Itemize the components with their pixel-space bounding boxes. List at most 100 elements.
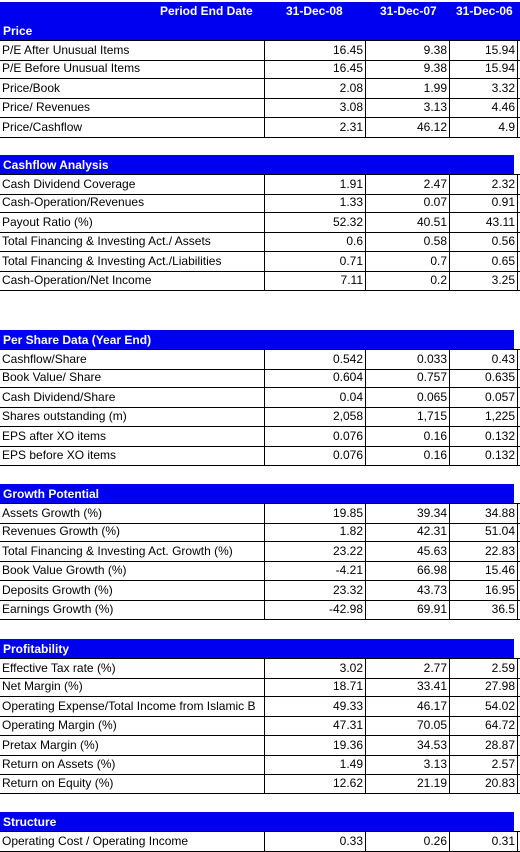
section-title-text: Price [3, 24, 33, 38]
value-cell-2006: 0.057 [450, 387, 518, 407]
section-title-text: Cashflow Analysis [3, 158, 109, 172]
table-row: P/E Before Unusual Items 16.45 9.38 15.94 [0, 59, 520, 80]
header-edge [514, 155, 520, 174]
row-label: Price/ Revenues [0, 98, 265, 118]
value-cell-2007: 1.99 [366, 78, 450, 98]
table-row: Revenues Growth (%) 1.82 42.31 51.04 [0, 522, 520, 543]
value-cell-2007: 0.07 [366, 193, 450, 213]
value-cell-2007: 0.2 [366, 271, 450, 290]
header-edge [514, 484, 520, 503]
value-cell-2006: 0.132 [450, 426, 518, 446]
value-cell-2007: 3.13 [366, 98, 450, 118]
column-header-2007: 31-Dec-07 [380, 4, 437, 18]
value-cell-2006: 0.91 [450, 193, 518, 213]
value-cell-2007: 21.19 [366, 774, 450, 794]
row-label: EPS after XO items [0, 426, 265, 446]
row-label: Book Value Growth (%) [0, 561, 265, 581]
value-cell-2007: 0.033 [366, 350, 450, 369]
value-cell-2006: 2.59 [450, 659, 518, 678]
row-label: Cash Dividend/Share [0, 387, 265, 407]
section-title-growth-potential: Growth Potential [0, 484, 520, 503]
table-row: Effective Tax rate (%) 3.02 2.77 2.59 [0, 658, 520, 679]
value-cell-2007: 9.38 [366, 59, 450, 79]
table-row: Price/ Revenues 3.08 3.13 4.46 [0, 98, 520, 119]
value-cell-2008: 3.02 [265, 659, 366, 678]
value-cell-2006: 0.635 [450, 368, 518, 388]
value-cell-2008: 1.49 [265, 755, 366, 774]
value-cell-2006: 1,225 [450, 407, 518, 427]
table-row: Payout Ratio (%) 52.32 40.51 43.11 [0, 212, 520, 233]
value-cell-2008: 3.08 [265, 98, 366, 118]
table-row: Net Margin (%) 18.71 33.41 27.98 [0, 677, 520, 698]
row-label: Payout Ratio (%) [0, 212, 265, 232]
header-edge [514, 639, 520, 658]
value-cell-2007: 40.51 [366, 212, 450, 232]
table-row: Book Value/ Share 0.604 0.757 0.635 [0, 368, 520, 389]
value-cell-2007: 0.58 [366, 232, 450, 252]
table-row: Cash Dividend/Share 0.04 0.065 0.057 [0, 387, 520, 408]
value-cell-2006: 64.72 [450, 716, 518, 736]
row-label: Earnings Growth (%) [0, 600, 265, 619]
value-cell-2008: 1.91 [265, 175, 366, 194]
row-label: Book Value/ Share [0, 368, 265, 388]
column-header-2008: 31-Dec-08 [286, 4, 343, 18]
value-cell-2008: 19.36 [265, 735, 366, 755]
value-cell-2006: 20.83 [450, 774, 518, 794]
value-cell-2008: -42.98 [265, 600, 366, 619]
value-cell-2007: 46.12 [366, 117, 450, 137]
value-cell-2008: 1.33 [265, 193, 366, 213]
row-label: Total Financing & Investing Act. Growth … [0, 541, 265, 561]
row-label: Total Financing & Investing Act./ Assets [0, 232, 265, 252]
section-title-cashflow-analysis: Cashflow Analysis [0, 155, 520, 174]
table-row: Operating Cost / Operating Income 0.33 0.2… [0, 831, 520, 852]
value-cell-2006: 22.83 [450, 541, 518, 561]
row-label: Assets Growth (%) [0, 504, 265, 523]
table-row: Earnings Growth (%) -42.98 69.91 36.5 [0, 600, 520, 620]
table-row: Price/Book 2.08 1.99 3.32 [0, 78, 520, 99]
section-title-text: Profitability [3, 642, 70, 656]
table-row: Operating Margin (%) 47.31 70.05 64.72 [0, 716, 520, 737]
value-cell-2008: 0.076 [265, 446, 366, 465]
row-label: Pretax Margin (%) [0, 735, 265, 755]
value-cell-2006: 3.32 [450, 78, 518, 98]
value-cell-2006: 43.11 [450, 212, 518, 232]
value-cell-2006: 36.5 [450, 600, 518, 619]
row-label: Cash Dividend Coverage [0, 175, 265, 194]
section-title-text: Per Share Data (Year End) [3, 333, 152, 347]
value-cell-2008: 52.32 [265, 212, 366, 232]
value-cell-2008: 7.11 [265, 271, 366, 290]
value-cell-2008: 12.62 [265, 774, 366, 794]
value-cell-2007: 2.47 [366, 175, 450, 194]
value-cell-2008: 0.604 [265, 368, 366, 388]
value-cell-2006: 0.65 [450, 251, 518, 271]
row-label: P/E Before Unusual Items [0, 59, 265, 79]
table-row: Book Value Growth (%) -4.21 66.98 15.46 [0, 561, 520, 582]
section-title-text: Structure [3, 815, 57, 829]
value-cell-2006: 34.88 [450, 504, 518, 523]
row-label: Return on Assets (%) [0, 755, 265, 774]
value-cell-2008: 2.08 [265, 78, 366, 98]
header-edge [514, 330, 520, 349]
column-header-2006: 31-Dec-06 [456, 4, 513, 18]
value-cell-2008: 0.33 [265, 832, 366, 851]
section-title-text: Growth Potential [3, 487, 99, 501]
value-cell-2007: 34.53 [366, 735, 450, 755]
value-cell-2008: 23.22 [265, 541, 366, 561]
value-cell-2006: 15.46 [450, 561, 518, 581]
row-label: EPS before XO items [0, 446, 265, 465]
value-cell-2007: 66.98 [366, 561, 450, 581]
row-label: Cashflow/Share [0, 350, 265, 369]
row-label: Cash-Operation/Revenues [0, 193, 265, 213]
value-cell-2007: 33.41 [366, 677, 450, 697]
value-cell-2006: 0.31 [450, 832, 518, 851]
table-row: Total Financing & Investing Act./ Assets… [0, 232, 520, 253]
row-label: Shares outstanding (m) [0, 407, 265, 427]
row-label: Operating Cost / Operating Income [0, 832, 265, 851]
row-label: Net Margin (%) [0, 677, 265, 697]
value-cell-2006: 54.02 [450, 696, 518, 716]
row-label: Operating Margin (%) [0, 716, 265, 736]
table-row: Cash-Operation/Net Income 7.11 0.2 3.25 [0, 271, 520, 291]
row-label: P/E After Unusual Items [0, 41, 265, 60]
row-label: Cash-Operation/Net Income [0, 271, 265, 290]
value-cell-2006: 2.57 [450, 755, 518, 774]
